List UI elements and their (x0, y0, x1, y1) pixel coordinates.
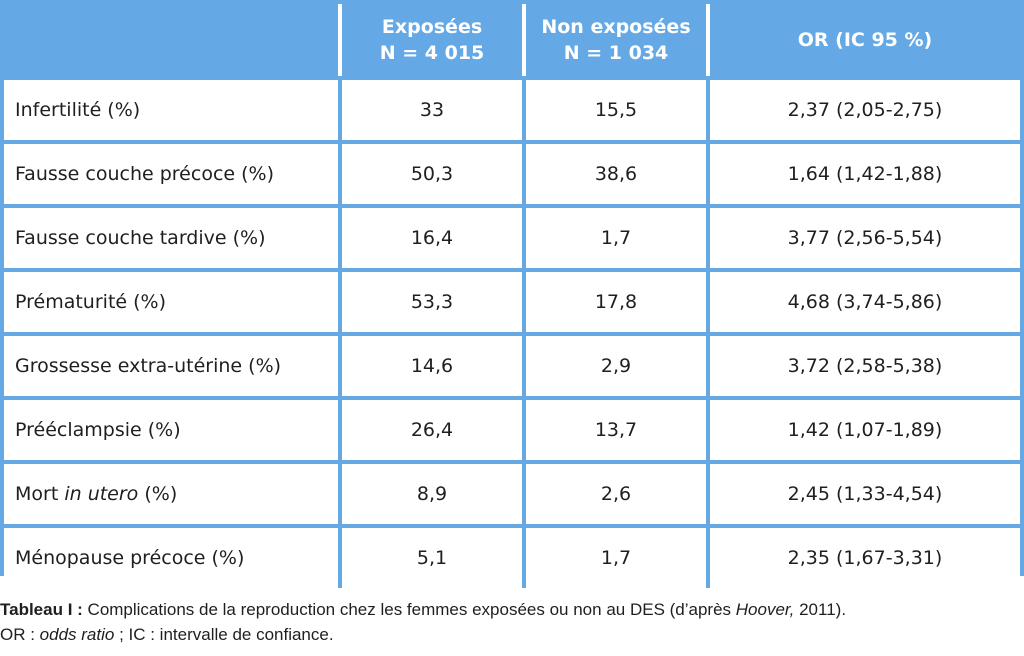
header-nonexposed: Non exposées N = 1 034 (522, 4, 706, 76)
cell-or: 1,64 (1,42-1,88) (706, 140, 1020, 204)
cell-exposed: 50,3 (338, 140, 522, 204)
row-label: Infertilité (%) (4, 76, 338, 140)
caption-ic-definition: ; IC : intervalle de confiance. (114, 625, 334, 644)
row-label: Fausse couche tardive (%) (4, 204, 338, 268)
table-container: Exposées N = 4 015 Non exposées N = 1 03… (0, 0, 1024, 588)
header-exposed-line2: N = 4 015 (379, 42, 485, 64)
cell-exposed: 16,4 (338, 204, 522, 268)
caption-year: 2011). (794, 600, 847, 619)
row-label-suffix: (%) (138, 483, 178, 505)
cell-exposed: 53,3 (338, 268, 522, 332)
row-label: Prééclampsie (%) (4, 396, 338, 460)
cell-exposed: 33 (338, 76, 522, 140)
cell-nonexposed: 15,5 (522, 76, 706, 140)
table-row: Grossesse extra-utérine (%) 14,6 2,9 3,7… (4, 332, 1020, 396)
table-row: Prématurité (%) 53,3 17,8 4,68 (3,74-5,8… (4, 268, 1020, 332)
table-row: Ménopause précoce (%) 5,1 1,7 2,35 (1,67… (4, 524, 1020, 588)
table-row: Fausse couche précoce (%) 50,3 38,6 1,64… (4, 140, 1020, 204)
row-label-prefix: Mort (15, 483, 65, 505)
table-row: Prééclampsie (%) 26,4 13,7 1,42 (1,07-1,… (4, 396, 1020, 460)
cell-or: 1,42 (1,07-1,89) (706, 396, 1020, 460)
header-nonexposed-line1: Non exposées (541, 16, 691, 38)
header-exposed-line1: Exposées (381, 16, 483, 38)
cell-or: 3,72 (2,58-5,38) (706, 332, 1020, 396)
row-label: Grossesse extra-utérine (%) (4, 332, 338, 396)
cell-nonexposed: 38,6 (522, 140, 706, 204)
cell-or: 3,77 (2,56-5,54) (706, 204, 1020, 268)
caption-title: Tableau I : (0, 600, 83, 619)
cell-or: 4,68 (3,74-5,86) (706, 268, 1020, 332)
header-nonexposed-line2: N = 1 034 (563, 42, 669, 64)
cell-exposed: 5,1 (338, 524, 522, 588)
caption-author: Hoover, (735, 600, 795, 619)
caption-line-2: OR : odds ratio ; IC : intervalle de con… (0, 622, 1024, 647)
row-label: Prématurité (%) (4, 268, 338, 332)
row-label-italic: in utero (64, 483, 139, 505)
cell-or: 2,45 (1,33-4,54) (706, 460, 1020, 524)
table-row: Mort in utero (%) 8,9 2,6 2,45 (1,33-4,5… (4, 460, 1020, 524)
header-empty (4, 4, 338, 76)
cell-nonexposed: 2,9 (522, 332, 706, 396)
cell-or: 2,37 (2,05-2,75) (706, 76, 1020, 140)
table-row: Fausse couche tardive (%) 16,4 1,7 3,77 … (4, 204, 1020, 268)
cell-or: 2,35 (1,67-3,31) (706, 524, 1020, 588)
caption-or-definition: odds ratio (39, 625, 115, 644)
header-or: OR (IC 95 %) (706, 4, 1020, 76)
cell-exposed: 26,4 (338, 396, 522, 460)
caption-line-1: Tableau I : Complications de la reproduc… (0, 597, 1024, 622)
cell-nonexposed: 13,7 (522, 396, 706, 460)
row-label: Fausse couche précoce (%) (4, 140, 338, 204)
complications-table: Exposées N = 4 015 Non exposées N = 1 03… (4, 4, 1020, 588)
cell-exposed: 14,6 (338, 332, 522, 396)
cell-nonexposed: 17,8 (522, 268, 706, 332)
row-label: Ménopause précoce (%) (4, 524, 338, 588)
caption-text: Complications de la reproduction chez le… (82, 600, 736, 619)
cell-nonexposed: 1,7 (522, 204, 706, 268)
table-header-row: Exposées N = 4 015 Non exposées N = 1 03… (4, 4, 1020, 76)
cell-exposed: 8,9 (338, 460, 522, 524)
row-label: Mort in utero (%) (4, 460, 338, 524)
header-exposed: Exposées N = 4 015 (338, 4, 522, 76)
cell-nonexposed: 2,6 (522, 460, 706, 524)
cell-nonexposed: 1,7 (522, 524, 706, 588)
table-row: Infertilité (%) 33 15,5 2,37 (2,05-2,75) (4, 76, 1020, 140)
caption-or-abbrev: OR : (0, 625, 40, 644)
table-caption: Tableau I : Complications de la reproduc… (0, 597, 1024, 647)
